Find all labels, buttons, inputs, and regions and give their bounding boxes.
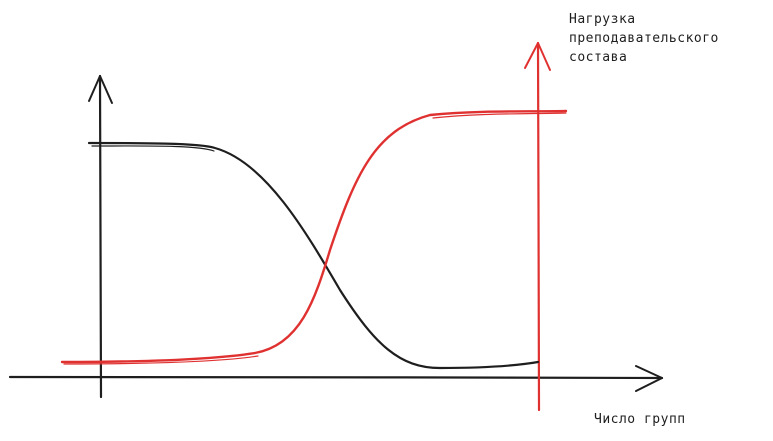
y-axis-label: Нагрузка преподавательского состава bbox=[569, 10, 719, 67]
descending-curve bbox=[87, 141, 540, 370]
horizontal-axis bbox=[8, 365, 664, 392]
x-axis-label: Число групп bbox=[594, 412, 686, 427]
left-vertical-axis bbox=[88, 74, 113, 399]
y-axis-label-line-2: преподавательского bbox=[569, 31, 719, 46]
ascending-curve bbox=[60, 109, 568, 365]
y-axis-label-line-3: состава bbox=[569, 50, 628, 65]
right-vertical-axis bbox=[524, 41, 551, 412]
y-axis-label-line-1: Нагрузка bbox=[569, 12, 636, 27]
